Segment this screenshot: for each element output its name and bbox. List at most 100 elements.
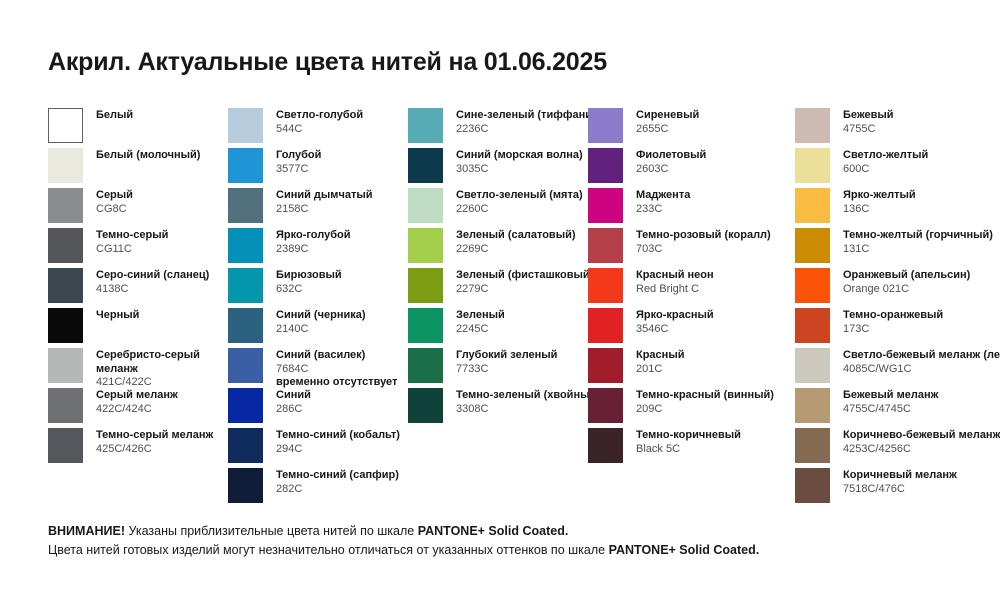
swatch-row[interactable]: Светло-зеленый (мята) 2260C <box>408 188 588 228</box>
color-swatch[interactable] <box>588 228 623 263</box>
color-swatch[interactable] <box>588 108 623 143</box>
color-swatch[interactable] <box>228 388 263 423</box>
color-swatch[interactable] <box>228 468 263 503</box>
swatch-row[interactable]: Коричневый меланж 7518C/476C <box>795 468 988 508</box>
swatch-row[interactable]: Серый меланж 422C/424C <box>48 388 228 428</box>
swatch-row[interactable]: Глубокий зеленый 7733C <box>408 348 588 388</box>
swatch-row[interactable]: Бирюзовый 632C <box>228 268 408 308</box>
swatch-row[interactable]: Сиреневый 2655C <box>588 108 795 148</box>
swatch-row[interactable]: Бежевый меланж 4755C/4745C <box>795 388 988 428</box>
pantone-code: 294C <box>276 442 303 455</box>
swatch-row[interactable]: Синий дымчатый 2158C <box>228 188 408 228</box>
color-swatch[interactable] <box>408 388 443 423</box>
color-swatch[interactable] <box>48 348 83 383</box>
swatch-row[interactable]: Светло-желтый 600C <box>795 148 988 188</box>
color-swatch[interactable] <box>795 228 830 263</box>
swatch-row[interactable]: Сине-зеленый (тиффани) 2236C <box>408 108 596 148</box>
swatch-row[interactable]: Темно-оранжевый 173C <box>795 308 988 348</box>
color-swatch[interactable] <box>48 308 83 343</box>
color-swatch[interactable] <box>795 428 830 463</box>
pantone-code: 286C <box>276 402 303 415</box>
color-swatch[interactable] <box>408 108 443 143</box>
swatch-row[interactable]: Черный <box>48 308 228 348</box>
color-swatch[interactable] <box>48 148 83 183</box>
color-swatch[interactable] <box>408 188 443 223</box>
color-swatch[interactable] <box>795 268 830 303</box>
color-swatch[interactable] <box>228 348 263 383</box>
color-swatch[interactable] <box>228 228 263 263</box>
swatch-row[interactable]: Белый <box>48 108 228 148</box>
color-swatch[interactable] <box>588 188 623 223</box>
color-swatch[interactable] <box>795 388 830 423</box>
color-swatch[interactable] <box>48 428 83 463</box>
color-swatch[interactable] <box>228 108 263 143</box>
color-name: Бежевый <box>843 109 894 121</box>
swatch-row[interactable]: Темно-коричневый Black 5C <box>588 428 795 468</box>
color-swatch[interactable] <box>408 348 443 383</box>
swatch-row[interactable]: Коричнево-бежевый меланж 4253C/4256C <box>795 428 1000 468</box>
color-swatch[interactable] <box>588 308 623 343</box>
swatch-row[interactable]: Белый (молочный) <box>48 148 228 188</box>
color-swatch[interactable] <box>48 268 83 303</box>
color-swatch[interactable] <box>588 428 623 463</box>
color-swatch[interactable] <box>48 388 83 423</box>
swatch-row[interactable]: Темно-серый CG11C <box>48 228 228 268</box>
color-swatch[interactable] <box>228 428 263 463</box>
swatch-row[interactable]: Зеленый (салатовый) 2269C <box>408 228 588 268</box>
color-swatch[interactable] <box>48 108 83 143</box>
swatch-row[interactable]: Голубой 3577C <box>228 148 408 188</box>
color-swatch[interactable] <box>588 148 623 183</box>
swatch-row[interactable]: Ярко-желтый 136C <box>795 188 988 228</box>
swatch-row[interactable]: Серо-синий (сланец) 4138C <box>48 268 228 308</box>
color-swatch[interactable] <box>795 108 830 143</box>
color-swatch[interactable] <box>795 308 830 343</box>
swatch-row[interactable]: Темно-красный (винный) 209C <box>588 388 795 428</box>
swatch-row[interactable]: Темно-синий (кобальт) 294C <box>228 428 408 468</box>
color-swatch[interactable] <box>588 268 623 303</box>
color-swatch[interactable] <box>408 308 443 343</box>
swatch-row[interactable]: Светло-бежевый меланж (лен) 4085C/WG1C <box>795 348 1000 388</box>
color-swatch[interactable] <box>48 228 83 263</box>
swatch-row[interactable]: Темно-синий (сапфир) 282C <box>228 468 408 508</box>
swatch-row[interactable]: Красный неон Red Bright C <box>588 268 795 308</box>
color-swatch[interactable] <box>408 148 443 183</box>
swatch-row[interactable]: Зеленый 2245C <box>408 308 588 348</box>
color-swatch[interactable] <box>795 468 830 503</box>
color-swatch[interactable] <box>48 188 83 223</box>
swatch-row[interactable]: Оранжевый (апельсин) Orange 021C <box>795 268 988 308</box>
footer-line-2-text: Цвета нитей готовых изделий могут незнач… <box>48 543 609 557</box>
swatch-row[interactable]: Бежевый 4755C <box>795 108 988 148</box>
swatch-row[interactable]: Фиолетовый 2603C <box>588 148 795 188</box>
swatch-row[interactable]: Серебристо-серый меланж 421C/422C <box>48 348 228 388</box>
color-name: Темно-серый меланж <box>96 429 214 441</box>
swatch-column-1: Белый Белый (молочный) Серый CG8C Темно-серы… <box>48 108 228 468</box>
color-swatch[interactable] <box>795 188 830 223</box>
swatch-row[interactable]: Светло-голубой 544C <box>228 108 408 148</box>
color-swatch[interactable] <box>795 348 830 383</box>
color-swatch[interactable] <box>408 268 443 303</box>
color-swatch[interactable] <box>228 188 263 223</box>
color-swatch[interactable] <box>588 388 623 423</box>
color-swatch[interactable] <box>588 348 623 383</box>
swatch-row[interactable]: Ярко-голубой 2389C <box>228 228 408 268</box>
swatch-row[interactable]: Синий (морская волна) 3035C <box>408 148 588 188</box>
swatch-labels: Синий (василек) 7684C временно отсутствует <box>276 348 397 390</box>
color-swatch[interactable] <box>228 268 263 303</box>
color-swatch[interactable] <box>408 228 443 263</box>
swatch-row[interactable]: Синий 286C <box>228 388 408 428</box>
swatch-row[interactable]: Маджента 233C <box>588 188 795 228</box>
page-title: Акрил. Актуальные цвета нитей на 01.06.2… <box>48 48 607 76</box>
swatch-row[interactable]: Темно-зеленый (хвойный) 3308C <box>408 388 600 428</box>
swatch-row[interactable]: Темно-серый меланж 425C/426C <box>48 428 228 468</box>
swatch-row[interactable]: Темно-розовый (коралл) 703C <box>588 228 795 268</box>
color-swatch[interactable] <box>228 148 263 183</box>
swatch-row[interactable]: Серый CG8C <box>48 188 228 228</box>
swatch-row[interactable]: Синий (черника) 2140C <box>228 308 408 348</box>
color-swatch[interactable] <box>795 148 830 183</box>
swatch-row[interactable]: Темно-желтый (горчичный) 131C <box>795 228 993 268</box>
swatch-row[interactable]: Зеленый (фисташковый) 2279C <box>408 268 593 308</box>
swatch-row[interactable]: Синий (василек) 7684C временно отсутствует <box>228 348 408 388</box>
swatch-row[interactable]: Ярко-красный 3546C <box>588 308 795 348</box>
swatch-row[interactable]: Красный 201C <box>588 348 795 388</box>
color-swatch[interactable] <box>228 308 263 343</box>
